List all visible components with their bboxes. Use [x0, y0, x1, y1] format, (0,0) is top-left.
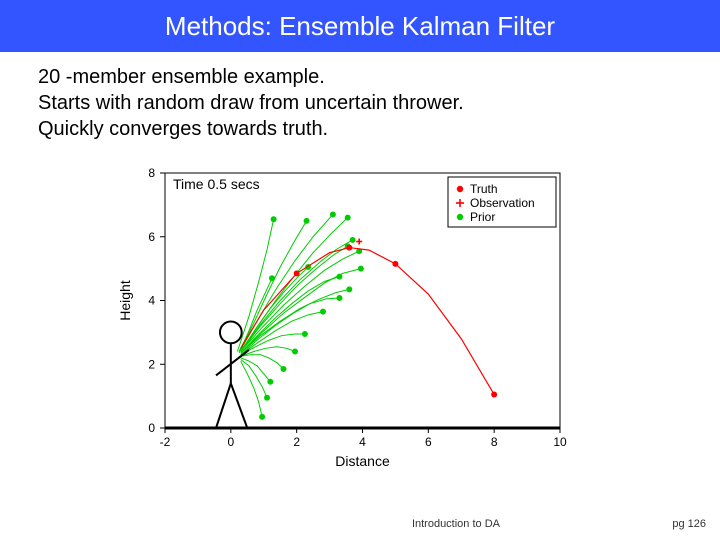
svg-text:Distance: Distance — [335, 453, 390, 469]
svg-text:2: 2 — [148, 357, 155, 371]
svg-text:8: 8 — [148, 166, 155, 180]
svg-text:4: 4 — [359, 435, 366, 449]
svg-text:8: 8 — [491, 435, 498, 449]
title-bar: Methods: Ensemble Kalman Filter — [0, 0, 720, 52]
body-line-3: Quickly converges towards truth. — [38, 116, 464, 142]
slide: Methods: Ensemble Kalman Filter 20 -memb… — [0, 0, 720, 540]
body-line-2: Starts with random draw from uncertain t… — [38, 90, 464, 116]
footer-right: pg 126 — [672, 518, 706, 530]
svg-text:Observation: Observation — [470, 196, 535, 210]
svg-text:Time 0.5 secs: Time 0.5 secs — [173, 176, 260, 192]
footer-left: Introduction to DA — [412, 518, 500, 530]
svg-text:0: 0 — [148, 421, 155, 435]
svg-text:4: 4 — [148, 294, 155, 308]
svg-text:6: 6 — [425, 435, 432, 449]
chart-svg: -2 0 2 4 6 8 10 0 2 4 6 8 Distance Height Time 0.5 sec… — [110, 155, 590, 475]
body-text: 20 -member ensemble example. Starts with… — [38, 64, 464, 142]
svg-text:Height: Height — [117, 280, 133, 321]
svg-text:10: 10 — [553, 435, 567, 449]
chart: -2 0 2 4 6 8 10 0 2 4 6 8 Distance Height Time 0.5 sec… — [110, 155, 590, 475]
svg-text:6: 6 — [148, 230, 155, 244]
svg-text:Prior: Prior — [470, 210, 495, 224]
svg-text:0: 0 — [227, 435, 234, 449]
body-line-1: 20 -member ensemble example. — [38, 64, 464, 90]
svg-text:Truth: Truth — [470, 182, 498, 196]
svg-text:2: 2 — [293, 435, 300, 449]
slide-title: Methods: Ensemble Kalman Filter — [165, 11, 555, 42]
svg-text:-2: -2 — [160, 435, 171, 449]
